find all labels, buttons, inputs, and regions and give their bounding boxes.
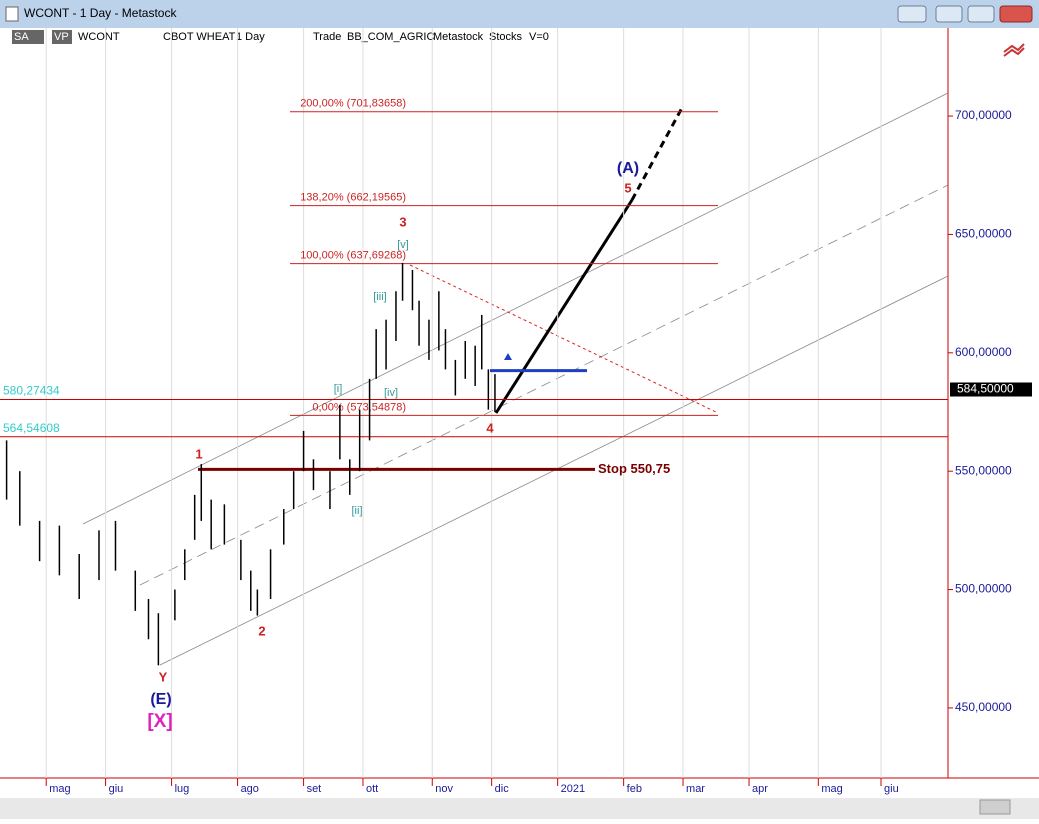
wave-label: 5 [624,180,631,195]
toolbar-item: BB_COM_AGRIC [347,31,434,43]
x-tick-label: feb [627,783,642,795]
close[interactable] [999,5,1033,23]
toolbar-button[interactable] [12,30,44,44]
toolbar-item: Stocks [489,31,523,43]
x-tick-label: mag [49,783,70,795]
x-tick-label: lug [175,783,190,795]
last-price-box [950,382,1032,397]
y-tick-label: 600,00000 [955,345,1012,359]
fib-label: 200,00% (701,83658) [300,98,406,110]
toolbar-item: Metastock [433,31,484,43]
toolbar [0,28,1039,46]
trend-line [409,264,719,414]
x-tick-label: mar [686,783,705,795]
toolbar-icon[interactable] [1003,43,1025,57]
doc-icon [5,6,19,22]
wave-label: [v] [397,239,409,251]
channel-upper [82,92,949,525]
y-tick-label: 700,00000 [955,108,1012,122]
toolbar-item: WCONT [78,31,120,43]
wave-label: 2 [258,623,265,638]
title-bar [0,0,1039,28]
x-tick-label: 2021 [561,783,585,795]
wave-label: 1 [195,446,202,461]
y-tick-label: 500,00000 [955,582,1012,596]
minimize[interactable] [935,5,963,23]
wave-label: [ii] [352,505,363,517]
x-tick-label: ago [241,783,259,795]
toolbar-item: 1 Day [236,31,265,43]
wave-label: Y [159,669,168,684]
projection [494,199,634,414]
wave-label: [i] [334,383,343,395]
toolbar-button[interactable] [52,30,72,44]
window-buttons[interactable] [897,5,1033,23]
window-title: WCONT - 1 Day - Metastock [24,6,177,20]
y-tick-label: 650,00000 [955,227,1012,241]
toolbar-item[interactable]: SA [14,31,29,43]
level-label: 580,27434 [3,384,60,398]
x-tick-label: dic [495,783,510,795]
toolbar-item: Trade [313,31,341,43]
channel-mid [139,184,949,586]
wave-label: [X] [147,711,172,732]
scrollbar[interactable] [0,798,1039,819]
y-tick-label: 450,00000 [955,700,1012,714]
level-label: 564,54608 [3,421,60,435]
wave-label: (A) [617,160,639,177]
toolbar-item: V=0 [529,31,549,43]
x-tick-label: giu [109,783,124,795]
buy-arrow [504,353,512,360]
fib-label: 0,00% (573,54878) [312,401,406,413]
fib-label: 100,00% (637,69268) [300,249,406,261]
toolbar-item: CBOT WHEAT [163,31,236,43]
wave-label: [iii] [373,291,386,303]
x-tick-label: set [307,783,322,795]
fib-label: 138,20% (662,19565) [300,191,406,203]
stop-label: Stop 550,75 [598,461,670,476]
x-tick-label: giu [884,783,899,795]
x-tick-label: ott [366,783,378,795]
chart-area [0,46,1039,798]
wave-label: (E) [150,691,171,708]
restore-all[interactable] [897,5,927,23]
y-tick-label: 550,00000 [955,463,1012,477]
toolbar-item[interactable]: VP [54,31,69,43]
x-tick-label: apr [752,783,768,795]
last-price-label: 584,50000 [957,382,1014,396]
scroll-thumb[interactable] [979,799,1011,815]
projection-dashed [630,105,685,201]
maximize[interactable] [967,5,995,23]
wave-label: 3 [399,214,406,229]
x-tick-label: mag [821,783,842,795]
wave-label: [iv] [384,387,398,399]
wave-label: 4 [486,420,494,435]
x-tick-label: nov [435,783,453,795]
